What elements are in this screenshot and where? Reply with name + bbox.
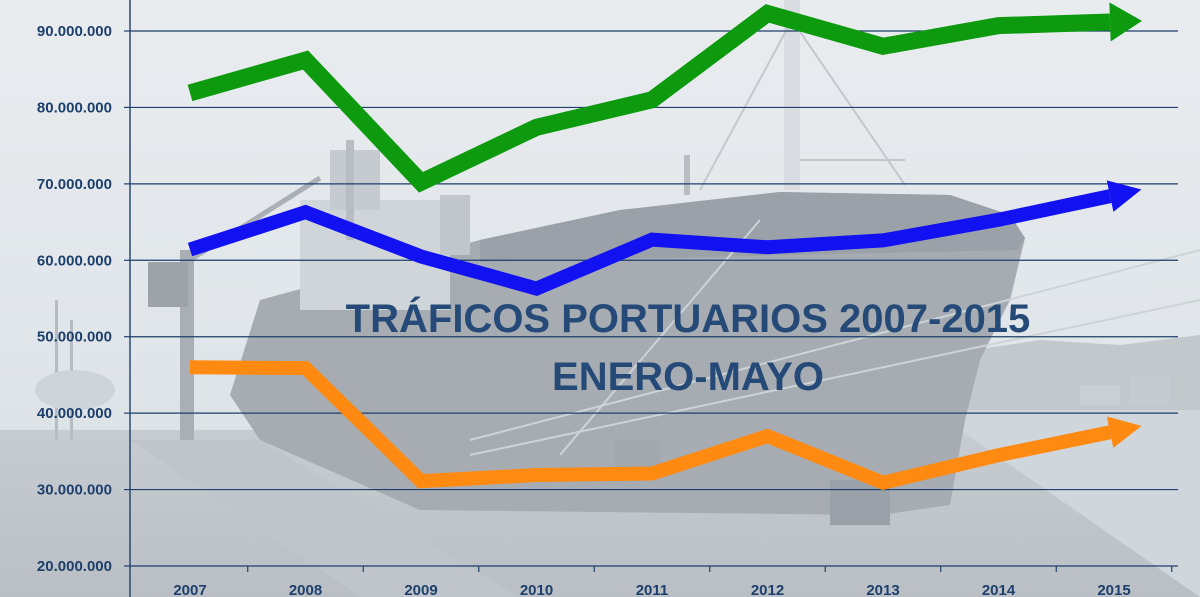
y-tick-label: 80.000.000	[37, 99, 112, 116]
y-tick-label: 40.000.000	[37, 405, 112, 422]
series-layer	[187, 2, 1142, 491]
x-tick-label: 2015	[1097, 582, 1130, 597]
y-tick-label: 70.000.000	[37, 176, 112, 193]
x-tick-label: 2012	[751, 582, 784, 597]
y-tick-label: 20.000.000	[37, 558, 112, 575]
x-tick-label: 2009	[404, 582, 437, 597]
series-arrowhead	[1109, 2, 1142, 42]
series-arrowhead	[1106, 180, 1142, 212]
chart-title-line-1: TRÁFICOS PORTUARIOS 2007-2015	[346, 296, 1031, 341]
series-line-2	[187, 180, 1142, 296]
y-tick-label: 50.000.000	[37, 329, 112, 346]
x-tick-label: 2008	[289, 582, 322, 597]
x-tick-label: 2014	[982, 582, 1016, 597]
x-tick-label: 2010	[520, 582, 553, 597]
series-line-3	[189, 360, 1142, 491]
y-tick-label: 90.000.000	[37, 23, 112, 40]
chart-title-line-2: ENERO-MAYO	[552, 355, 824, 399]
series-arrowhead	[1106, 416, 1142, 449]
y-tick-label: 30.000.000	[37, 482, 112, 499]
x-tick-label: 2013	[866, 582, 899, 597]
x-axis: 2007 2008 2009 2010 2011 2012 2013 2014 2015	[173, 566, 1173, 597]
x-tick-label: 2011	[636, 582, 669, 597]
chart-title: TRÁFICOS PORTUARIOS 2007-2015 ENERO-MAYO	[346, 296, 1031, 399]
series-line-1	[187, 2, 1142, 193]
y-tick-label: 60.000.000	[37, 252, 112, 269]
x-tick-label: 2007	[173, 582, 206, 597]
